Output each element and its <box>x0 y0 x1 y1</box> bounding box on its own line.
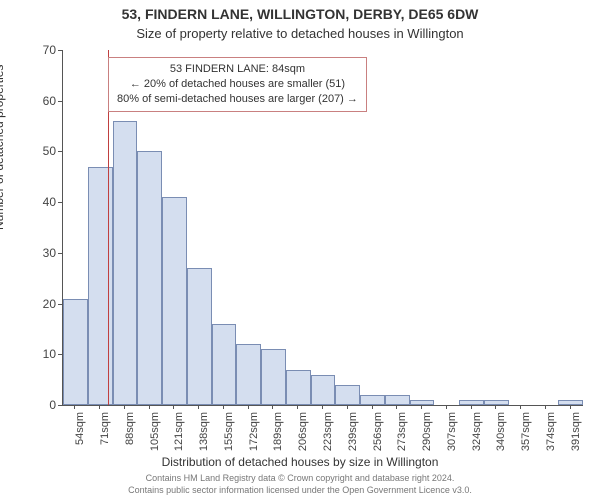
x-tick-mark <box>223 405 224 409</box>
x-tick-mark <box>74 405 75 409</box>
x-tick-mark <box>570 405 571 409</box>
chart-title-line2: Size of property relative to detached ho… <box>0 26 600 41</box>
histogram-bar <box>311 375 336 405</box>
x-tick-mark <box>149 405 150 409</box>
y-axis-label: Number of detached properties <box>0 65 6 230</box>
y-tick-label: 70 <box>16 43 56 57</box>
histogram-bar <box>212 324 237 405</box>
histogram-bar <box>63 299 88 406</box>
x-tick-mark <box>396 405 397 409</box>
x-tick-mark <box>322 405 323 409</box>
y-tick-mark <box>58 202 62 203</box>
y-tick-label: 40 <box>16 195 56 209</box>
y-tick-label: 20 <box>16 297 56 311</box>
y-tick-mark <box>58 151 62 152</box>
y-tick-mark <box>58 405 62 406</box>
x-tick-mark <box>520 405 521 409</box>
y-tick-mark <box>58 50 62 51</box>
y-tick-mark <box>58 101 62 102</box>
histogram-bar <box>459 400 484 405</box>
x-tick-mark <box>173 405 174 409</box>
x-tick-mark <box>446 405 447 409</box>
callout-line2: ← 20% of detached houses are smaller (51… <box>117 77 358 92</box>
x-tick-mark <box>99 405 100 409</box>
y-tick-mark <box>58 253 62 254</box>
x-tick-mark <box>495 405 496 409</box>
histogram-bar <box>88 167 113 405</box>
histogram-bar <box>360 395 385 405</box>
y-tick-mark <box>58 304 62 305</box>
x-axis-label: Distribution of detached houses by size … <box>0 455 600 469</box>
y-tick-label: 10 <box>16 347 56 361</box>
y-tick-mark <box>58 354 62 355</box>
x-tick-mark <box>471 405 472 409</box>
chart-callout: 53 FINDERN LANE: 84sqm ← 20% of detached… <box>108 57 367 112</box>
y-tick-label: 0 <box>16 398 56 412</box>
attribution-line1: Contains HM Land Registry data © Crown c… <box>0 473 600 483</box>
x-tick-mark <box>545 405 546 409</box>
histogram-bar <box>236 344 261 405</box>
histogram-bar <box>162 197 187 405</box>
histogram-bar <box>385 395 410 405</box>
y-tick-label: 60 <box>16 94 56 108</box>
x-tick-mark <box>198 405 199 409</box>
histogram-bar <box>187 268 212 405</box>
attribution-line2: Contains public sector information licen… <box>0 485 600 495</box>
callout-line3: 80% of semi-detached houses are larger (… <box>117 92 358 107</box>
x-tick-mark <box>124 405 125 409</box>
histogram-bar <box>137 151 162 405</box>
x-tick-mark <box>372 405 373 409</box>
x-tick-mark <box>347 405 348 409</box>
histogram-bar <box>335 385 360 405</box>
x-tick-mark <box>248 405 249 409</box>
chart-title-line1: 53, FINDERN LANE, WILLINGTON, DERBY, DE6… <box>0 6 600 22</box>
histogram-bar <box>261 349 286 405</box>
histogram-bar <box>286 370 311 406</box>
histogram-bar <box>558 400 583 405</box>
histogram-bar <box>113 121 138 405</box>
callout-line1: 53 FINDERN LANE: 84sqm <box>117 62 358 77</box>
x-tick-mark <box>272 405 273 409</box>
x-tick-mark <box>421 405 422 409</box>
chart-plot-area: 53 FINDERN LANE: 84sqm ← 20% of detached… <box>62 50 583 406</box>
y-tick-label: 50 <box>16 144 56 158</box>
y-tick-label: 30 <box>16 246 56 260</box>
x-tick-mark <box>297 405 298 409</box>
